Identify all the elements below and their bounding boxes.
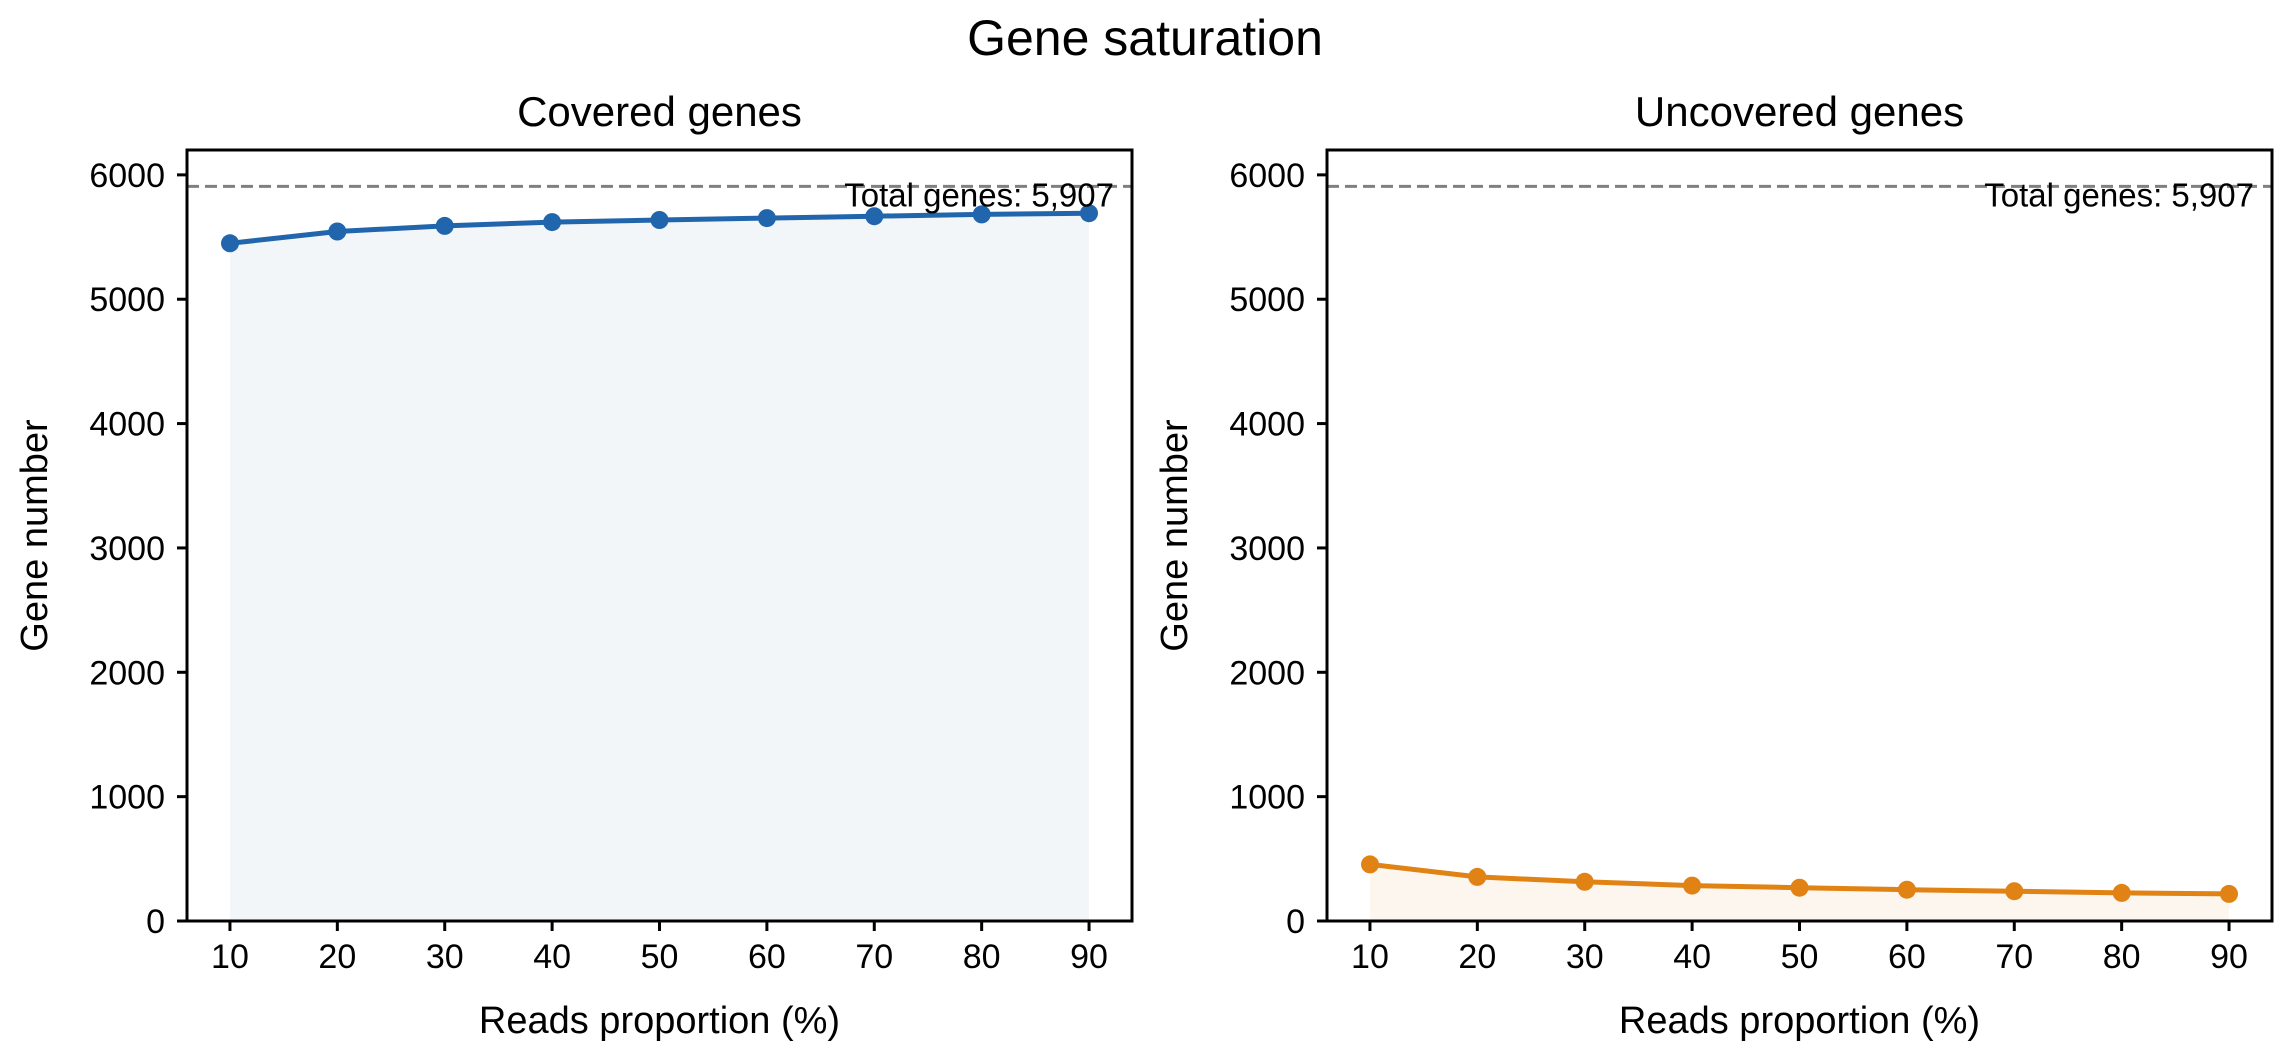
covered-genes-panel: Total genes: 5,907 10 20 30 40 50 60 70 80 90 0 100…	[14, 88, 1134, 1042]
y-tick-label: 6000	[89, 157, 165, 195]
y-tick-label: 5000	[1229, 281, 1305, 319]
panel-title: Covered genes	[517, 88, 802, 135]
x-axis-label: Reads proportion (%)	[1619, 1000, 1980, 1042]
data-point	[221, 234, 239, 253]
y-tick-label: 4000	[89, 406, 165, 444]
y-tick-label: 4000	[1229, 406, 1305, 444]
x-tick-label: 70	[855, 938, 893, 976]
y-axis-label: Gene number	[14, 419, 56, 652]
x-tick-label: 70	[1995, 938, 2033, 976]
x-tick-label: 60	[748, 938, 786, 976]
x-tick-label: 60	[1888, 938, 1926, 976]
uncovered-genes-panel: Total genes: 5,907 10 20 30 40 50 60 70 80 90 0 100…	[1154, 88, 2274, 1042]
x-tick-label: 20	[318, 938, 356, 976]
y-tick-label: 6000	[1229, 157, 1305, 195]
x-tick-label: 40	[1673, 938, 1711, 976]
axes-frame	[1325, 148, 2274, 923]
x-tick-label: 90	[1070, 938, 1108, 976]
y-tick-label: 1000	[89, 779, 165, 817]
y-tick-label: 5000	[89, 281, 165, 319]
data-point	[1080, 204, 1098, 223]
y-tick-label: 2000	[1229, 654, 1305, 692]
data-point	[1897, 880, 1916, 899]
data-point	[757, 209, 776, 228]
data-point	[865, 207, 884, 226]
data-point	[1361, 855, 1379, 874]
x-tick-label: 10	[1351, 938, 1389, 976]
data-point	[2112, 883, 2131, 902]
panel-title: Uncovered genes	[1635, 88, 1964, 135]
x-tick-label: 50	[1781, 938, 1819, 976]
data-point	[1468, 867, 1487, 886]
x-axis-label: Reads proportion (%)	[479, 1000, 840, 1042]
x-tick-label: 10	[211, 938, 249, 976]
data-point	[1683, 876, 1702, 895]
y-tick-label: 3000	[1229, 530, 1305, 568]
data-point	[1575, 872, 1594, 891]
y-tick-label: 0	[146, 903, 165, 941]
total-genes-label: Total genes: 5,907	[844, 176, 1114, 213]
data-point	[1790, 878, 1809, 897]
data-point	[972, 205, 991, 224]
x-tick-label: 40	[533, 938, 571, 976]
x-tick-label: 30	[426, 938, 464, 976]
data-point	[2220, 884, 2238, 903]
data-point	[2005, 882, 2024, 901]
y-tick-label: 1000	[1229, 779, 1305, 817]
total-genes-label: Total genes: 5,907	[1984, 176, 2254, 213]
y-axis-label: Gene number	[1154, 419, 1196, 652]
data-point	[328, 222, 347, 241]
data-point	[650, 211, 669, 229]
x-tick-label: 90	[2210, 938, 2248, 976]
figure-title: Gene saturation	[967, 10, 1323, 66]
x-tick-label: 80	[2103, 938, 2141, 976]
x-tick-label: 50	[641, 938, 679, 976]
series-area	[230, 213, 1089, 921]
y-tick-label: 2000	[89, 654, 165, 692]
data-point	[435, 216, 454, 235]
y-tick-label: 3000	[89, 530, 165, 568]
y-tick-label: 0	[1286, 903, 1305, 941]
x-tick-label: 30	[1566, 938, 1604, 976]
x-tick-label: 20	[1458, 938, 1496, 976]
data-point	[543, 213, 562, 232]
x-tick-label: 80	[963, 938, 1001, 976]
